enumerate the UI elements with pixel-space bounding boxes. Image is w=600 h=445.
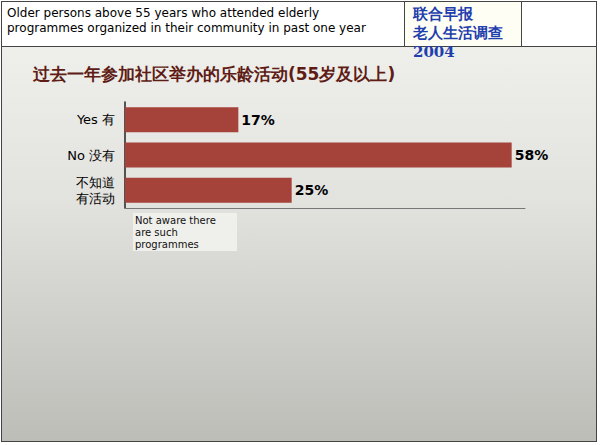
svg-text:过去一年参加社区举办的乐龄活动(55岁及以上): 过去一年参加社区举办的乐龄活动(55岁及以上) xyxy=(32,64,395,84)
svg-text:Not aware there: Not aware there xyxy=(135,215,219,226)
svg-text:17%: 17% xyxy=(241,112,275,128)
svg-text:25%: 25% xyxy=(295,182,329,198)
html-text:Older persons above 55 years w: Older persons above 55 years who attende… xyxy=(7,6,366,35)
svg-text:不知道: 不知道 xyxy=(76,175,115,190)
svg-text:programmes: programmes xyxy=(135,239,199,250)
svg-text:58%: 58% xyxy=(515,147,549,163)
svg-text:No 没有: No 没有 xyxy=(67,148,115,163)
html-text:联合早报: 联合早报 xyxy=(413,5,473,23)
svg-text:are such: are such xyxy=(135,227,181,238)
svg-text:Yes 有: Yes 有 xyxy=(76,112,115,127)
html-text:老人生活调查2004: 老人生活调查2004 xyxy=(413,24,503,61)
svg-text:有活动: 有活动 xyxy=(76,191,115,206)
